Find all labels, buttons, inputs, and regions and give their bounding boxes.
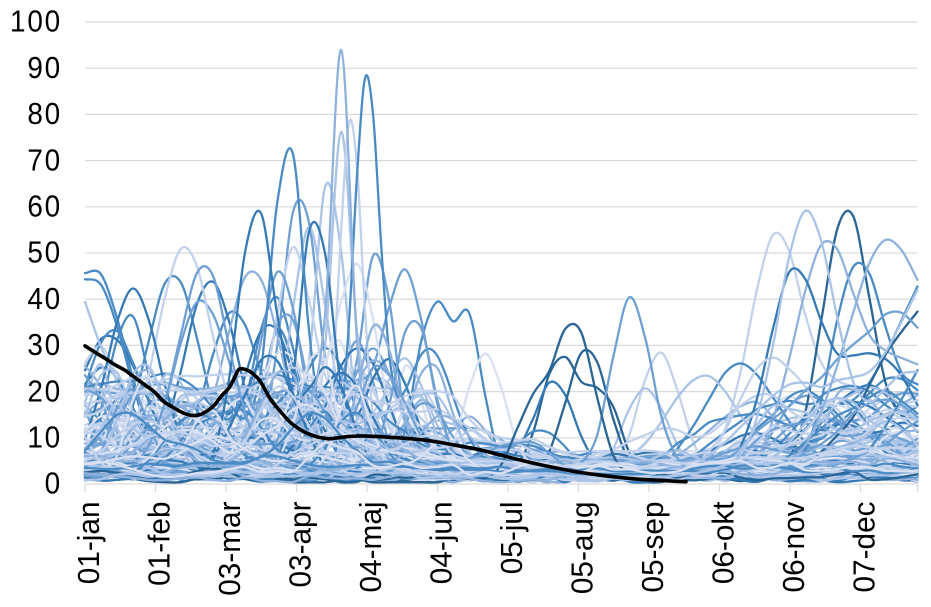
svg-text:40: 40	[27, 282, 62, 317]
svg-text:06-nov: 06-nov	[776, 501, 811, 593]
svg-text:60: 60	[27, 189, 62, 224]
svg-text:05-aug: 05-aug	[565, 502, 600, 595]
svg-text:100: 100	[10, 4, 62, 39]
svg-text:07-dec: 07-dec	[847, 502, 882, 593]
svg-text:03-apr: 03-apr	[283, 502, 318, 588]
svg-text:90: 90	[27, 51, 62, 86]
svg-text:80: 80	[27, 97, 62, 132]
svg-text:0: 0	[45, 466, 62, 501]
svg-text:05-sep: 05-sep	[635, 502, 670, 593]
svg-text:05-jul: 05-jul	[494, 502, 529, 575]
svg-text:01-feb: 01-feb	[142, 502, 177, 586]
svg-text:01-jan: 01-jan	[71, 502, 106, 585]
svg-text:30: 30	[27, 328, 62, 363]
svg-text:50: 50	[27, 235, 62, 270]
svg-text:03-mar: 03-mar	[212, 502, 247, 596]
svg-text:10: 10	[27, 420, 62, 455]
svg-text:04-jun: 04-jun	[424, 502, 459, 585]
svg-text:04-maj: 04-maj	[353, 502, 388, 593]
svg-text:06-okt: 06-okt	[706, 501, 741, 584]
svg-text:70: 70	[27, 143, 62, 178]
svg-text:20: 20	[27, 374, 62, 409]
